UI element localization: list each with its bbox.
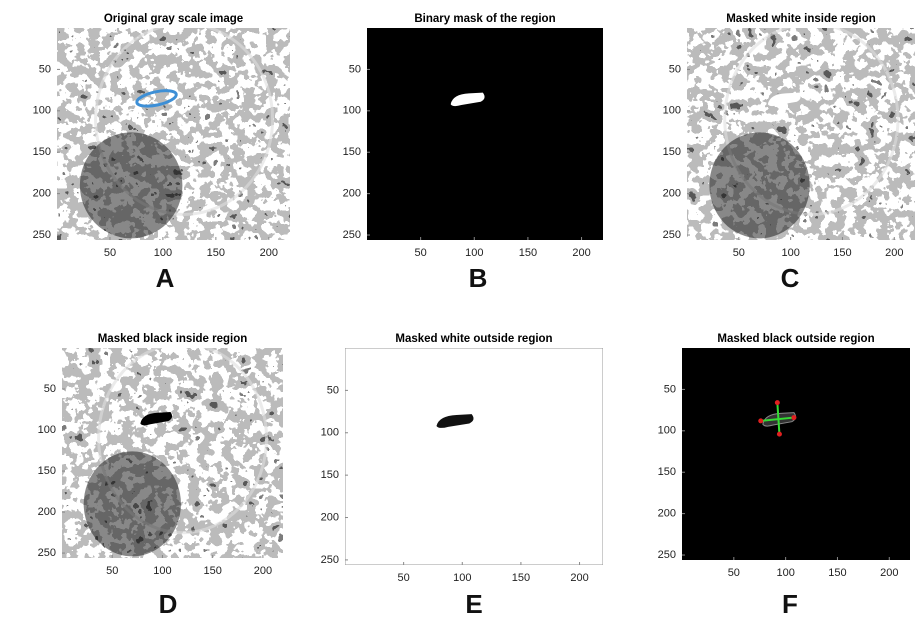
x-tick-label: 200	[885, 247, 903, 259]
x-tick-label: 200	[570, 572, 588, 584]
x-tick-label: 50	[104, 247, 116, 259]
face-region	[79, 132, 183, 239]
x-tick-label: 50	[106, 565, 118, 577]
region-blob	[140, 411, 173, 426]
x-tick-label: 100	[153, 565, 171, 577]
x-tick-label: 150	[833, 247, 851, 259]
panel: Masked black outside region F 50 100 150 200 5…	[658, 333, 910, 619]
x-tick-label: 50	[733, 247, 745, 259]
panel-title: Masked white inside region	[726, 13, 876, 25]
panel-title: Binary mask of the region	[414, 13, 555, 25]
y-tick-label: 250	[321, 554, 339, 566]
x-tick-label: 100	[465, 247, 483, 259]
y-tick-label: 100	[343, 105, 361, 117]
y-tick-label: 100	[38, 424, 56, 436]
panel-letter: C	[781, 263, 800, 293]
y-tick-label: 100	[663, 105, 681, 117]
crosshair-v	[776, 402, 781, 435]
panel: Masked white inside region C 50 100 150 200 50…	[663, 13, 915, 293]
y-tick-label: 50	[39, 63, 51, 75]
panel-letter: A	[156, 263, 175, 293]
y-tick-label: 150	[663, 146, 681, 158]
x-tick-label: 200	[880, 567, 898, 579]
image	[345, 348, 603, 565]
x-tick-label: 150	[204, 565, 222, 577]
panel-title: Masked white outside region	[395, 333, 552, 345]
y-tick-label: 150	[343, 146, 361, 158]
panel: Masked white outside region E 50 100 150 200 5…	[321, 333, 603, 619]
image	[62, 348, 283, 558]
panel-letter: F	[782, 589, 798, 619]
y-tick-label: 150	[38, 465, 56, 477]
x-tick-label: 200	[254, 565, 272, 577]
x-tick-label: 100	[453, 572, 471, 584]
face-region	[709, 132, 810, 239]
x-tick-label: 50	[415, 247, 427, 259]
crosshair-end	[758, 418, 764, 424]
y-tick-label: 250	[38, 547, 56, 559]
x-tick-label: 50	[728, 567, 740, 579]
region-blob	[450, 92, 485, 107]
panel-letter: B	[469, 263, 488, 293]
y-tick-label: 200	[33, 188, 51, 200]
y-tick-label: 100	[658, 425, 676, 437]
x-tick-label: 150	[207, 247, 225, 259]
y-tick-label: 250	[658, 549, 676, 561]
region-outline	[135, 89, 178, 108]
panel-title: Masked black outside region	[717, 333, 874, 345]
y-tick-label: 50	[44, 383, 56, 395]
crosshair-end	[791, 415, 797, 421]
x-tick-label: 200	[260, 247, 278, 259]
y-tick-label: 200	[663, 188, 681, 200]
y-tick-label: 50	[669, 63, 681, 75]
y-tick-label: 100	[33, 105, 51, 117]
y-tick-label: 50	[349, 63, 361, 75]
panel-title: Original gray scale image	[104, 13, 243, 25]
y-tick-label: 200	[321, 511, 339, 523]
x-tick-label: 200	[572, 247, 590, 259]
y-tick-label: 200	[343, 188, 361, 200]
panel: Binary mask of the region B 50 100 150 200 50 1…	[343, 13, 603, 293]
image	[687, 28, 915, 240]
head-outline	[723, 28, 900, 216]
region-blob	[436, 414, 474, 428]
region-blob	[767, 92, 801, 107]
x-tick-label: 100	[154, 247, 172, 259]
panel-letter: D	[159, 589, 178, 619]
y-tick-label: 50	[327, 384, 339, 396]
image-bg	[345, 348, 603, 565]
y-tick-label: 250	[33, 229, 51, 241]
y-tick-label: 200	[38, 506, 56, 518]
x-tick-label: 50	[398, 572, 410, 584]
panel-title: Masked black inside region	[98, 333, 248, 345]
crosshair-end	[776, 431, 782, 437]
image-bg	[367, 28, 603, 240]
crosshair-end	[774, 400, 780, 406]
panel: Original gray scale image A 50 100 150 200 50 1…	[33, 13, 290, 293]
y-tick-label: 150	[33, 146, 51, 158]
panel: Masked black inside region D 50 100 150 200 50…	[38, 333, 283, 619]
image	[57, 28, 290, 240]
y-tick-label: 250	[343, 229, 361, 241]
y-tick-label: 100	[321, 427, 339, 439]
crosshair-h	[760, 416, 795, 422]
x-tick-label: 100	[776, 567, 794, 579]
y-tick-label: 200	[658, 508, 676, 520]
image	[367, 28, 603, 240]
y-tick-label: 150	[658, 466, 676, 478]
head-outline	[97, 348, 269, 535]
x-tick-label: 150	[512, 572, 530, 584]
head-outline	[94, 28, 275, 216]
image	[682, 348, 910, 560]
y-tick-label: 250	[663, 229, 681, 241]
y-tick-label: 150	[321, 469, 339, 481]
x-tick-label: 150	[828, 567, 846, 579]
image-bg	[682, 348, 910, 560]
x-tick-label: 100	[781, 247, 799, 259]
y-tick-label: 50	[664, 383, 676, 395]
panel-letter: E	[465, 589, 482, 619]
x-tick-label: 150	[519, 247, 537, 259]
face-region	[83, 451, 181, 557]
